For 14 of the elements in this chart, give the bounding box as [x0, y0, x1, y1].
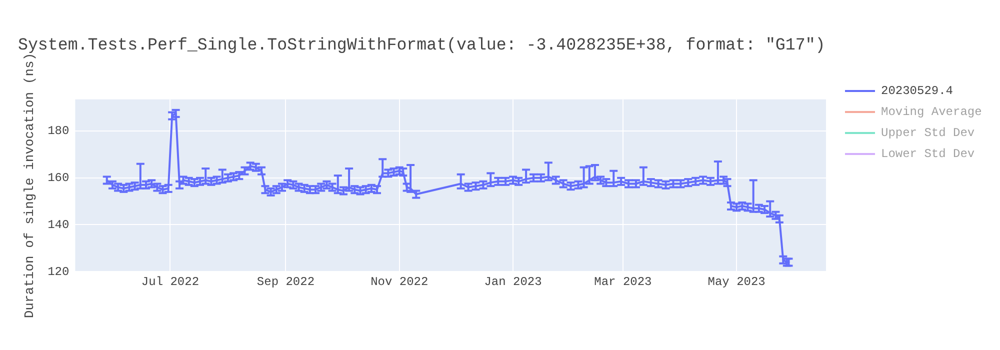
x-tick-label: Sep 2022	[256, 274, 315, 289]
y-tick-label: 140	[48, 218, 70, 232]
legend-label: Lower Std Dev	[881, 146, 975, 160]
legend-label: Moving Average	[881, 104, 982, 118]
y-tick-label: 120	[48, 264, 70, 279]
legend-label: 20230529.4	[881, 84, 954, 98]
y-tick-label: 160	[48, 171, 70, 186]
y-tick-label: 180	[48, 124, 70, 138]
x-tick-label: Jul 2022	[141, 274, 200, 289]
x-tick-label: May 2023	[708, 274, 766, 289]
legend-label: Upper Std Dev	[881, 126, 975, 140]
x-tick-label: Jan 2023	[484, 274, 542, 289]
x-tick-label: Nov 2022	[370, 274, 428, 289]
x-tick-label: Mar 2023	[594, 274, 652, 289]
